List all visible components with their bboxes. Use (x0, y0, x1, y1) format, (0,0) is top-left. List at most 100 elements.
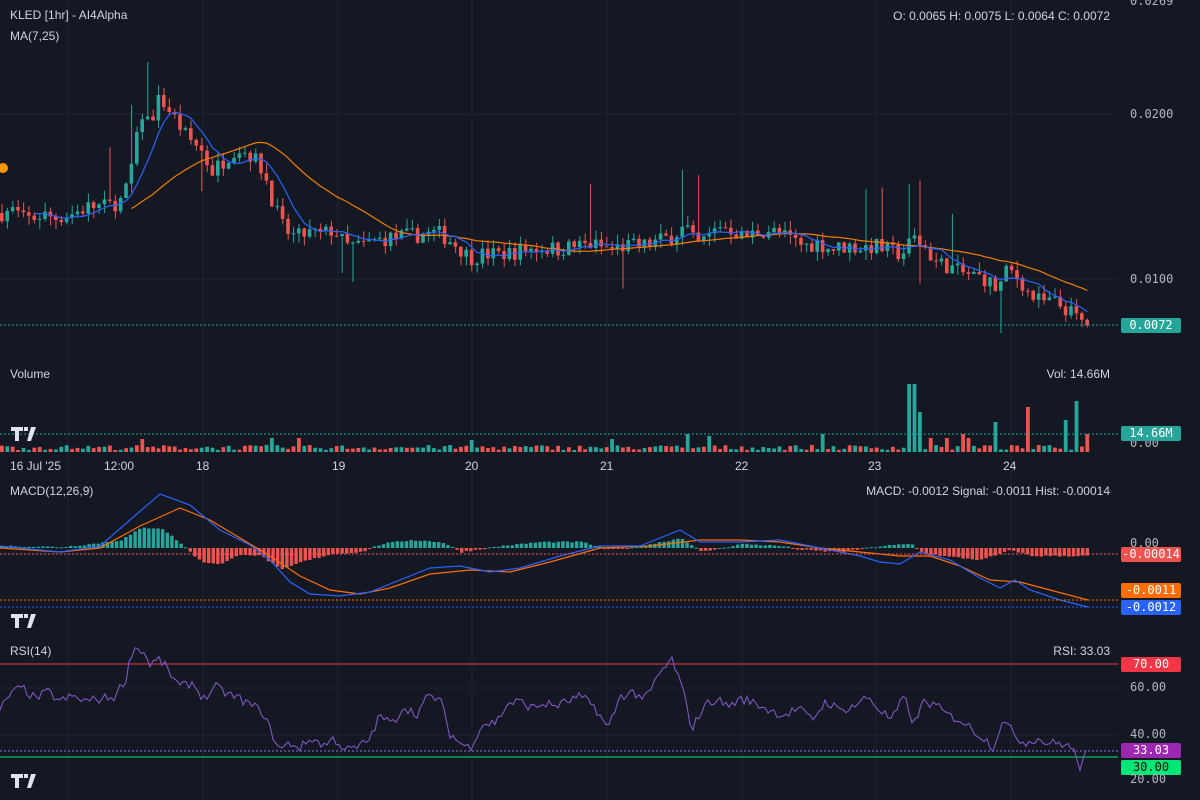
volume-bar (988, 445, 992, 452)
volume-bar (804, 449, 809, 452)
macd-hist-bar (671, 539, 675, 548)
macd-hist-bar (910, 544, 915, 548)
candle-body (972, 271, 976, 275)
macd-hist-bar (506, 545, 510, 548)
volume-bar (518, 446, 523, 452)
volume-bar (453, 448, 458, 452)
volume-bar (529, 447, 533, 452)
volume-bar (556, 445, 560, 452)
candle-body (1085, 319, 1089, 326)
macd-hist-bar (570, 542, 574, 548)
volume-bar (361, 447, 366, 452)
macd-hist-bar (32, 546, 36, 548)
macd-hist-bar (920, 548, 924, 552)
candle-body (345, 233, 350, 243)
candle-body (631, 238, 636, 241)
candle-body (880, 239, 884, 252)
macd-hist-bar (473, 548, 478, 550)
macd-hist-bar (483, 548, 487, 550)
volume-bar (399, 447, 404, 452)
candle-body (561, 254, 566, 256)
macd-hist-bar (386, 542, 390, 548)
candle-body (491, 248, 495, 259)
volume-bar (27, 449, 31, 452)
time-label-22: 22 (735, 459, 749, 473)
volume-bar (48, 448, 53, 452)
candle-body (1015, 270, 1019, 279)
candle-body (270, 180, 274, 207)
volume-bar (507, 448, 512, 452)
volume-bar (1042, 445, 1046, 452)
candle-body (475, 263, 479, 266)
macd-hist-bar (340, 548, 344, 554)
macd-readout: MACD: -0.0012 Signal: -0.0011 Hist: -0.0… (866, 484, 1110, 498)
candle-body (59, 219, 63, 223)
candle-body (145, 116, 150, 120)
volume-bar (648, 447, 652, 452)
candle-body (707, 233, 711, 237)
macd-hist-bar (294, 548, 298, 564)
volume-bar (291, 446, 296, 452)
volume-bar (356, 447, 361, 452)
candle-body (1026, 290, 1030, 292)
macd-hist-bar (524, 543, 528, 548)
candle-body (248, 152, 252, 162)
volume-bar (448, 445, 452, 452)
volume-bar (21, 447, 26, 452)
volume-bar (972, 445, 976, 452)
candle-body (783, 230, 787, 234)
macd-hist-bar (377, 545, 381, 548)
volume-bar (572, 449, 577, 452)
candle-body (54, 216, 58, 220)
macd-hist-bar (892, 545, 896, 548)
macd-hist-bar (289, 548, 294, 566)
macd-hist-bar (897, 544, 901, 548)
macd-hist-bar (717, 547, 721, 549)
volume-bar (64, 445, 69, 452)
time-label-21: 21 (600, 459, 614, 473)
volume-bar (912, 384, 917, 452)
macd-hist-bar (1016, 548, 1020, 553)
volume-bar (772, 448, 776, 452)
volume-bar (977, 448, 982, 452)
macd-signal-tag: -0.0011 (1121, 583, 1181, 598)
macd-hist-bar (726, 547, 731, 549)
macd-hist-bar (23, 547, 27, 549)
macd-hist-bar (956, 548, 961, 558)
volume-bar (982, 445, 987, 452)
candle-body (16, 206, 20, 211)
macd-hist-bar (529, 542, 533, 548)
volume-bar (329, 448, 334, 452)
macd-hist-bar (933, 548, 938, 555)
price-panel (0, 62, 1118, 334)
volume-bar (113, 449, 118, 452)
macd-hist-bar (432, 541, 436, 548)
volume-bar (685, 434, 690, 452)
volume-bar (880, 449, 884, 452)
macd-hist-bar (455, 548, 459, 550)
volume-bar (1031, 448, 1036, 452)
macd-hist-bar (174, 540, 179, 548)
candle-body (1047, 297, 1052, 301)
macd-hist-bar (584, 542, 588, 548)
candle-body (502, 250, 506, 260)
candle-body (340, 233, 344, 237)
last-price-tag: 0.0072 (1121, 318, 1181, 333)
candle-body (572, 241, 576, 247)
macd-hist-bar (450, 546, 455, 548)
volume-bar (675, 445, 679, 452)
macd-hist-bar (4, 546, 8, 548)
macd-hist-bar (220, 548, 225, 564)
macd-hist-bar (368, 548, 372, 549)
volume-bar (496, 449, 501, 452)
volume-bar (761, 447, 766, 452)
candle-body (70, 214, 74, 218)
volume-bar (167, 446, 172, 452)
macd-hist-bar (299, 548, 303, 563)
volume-bar (264, 445, 269, 452)
candle-body (799, 237, 803, 245)
candle-body (243, 152, 247, 154)
macd-hist-bar (745, 543, 749, 548)
volume-bar (437, 449, 442, 452)
